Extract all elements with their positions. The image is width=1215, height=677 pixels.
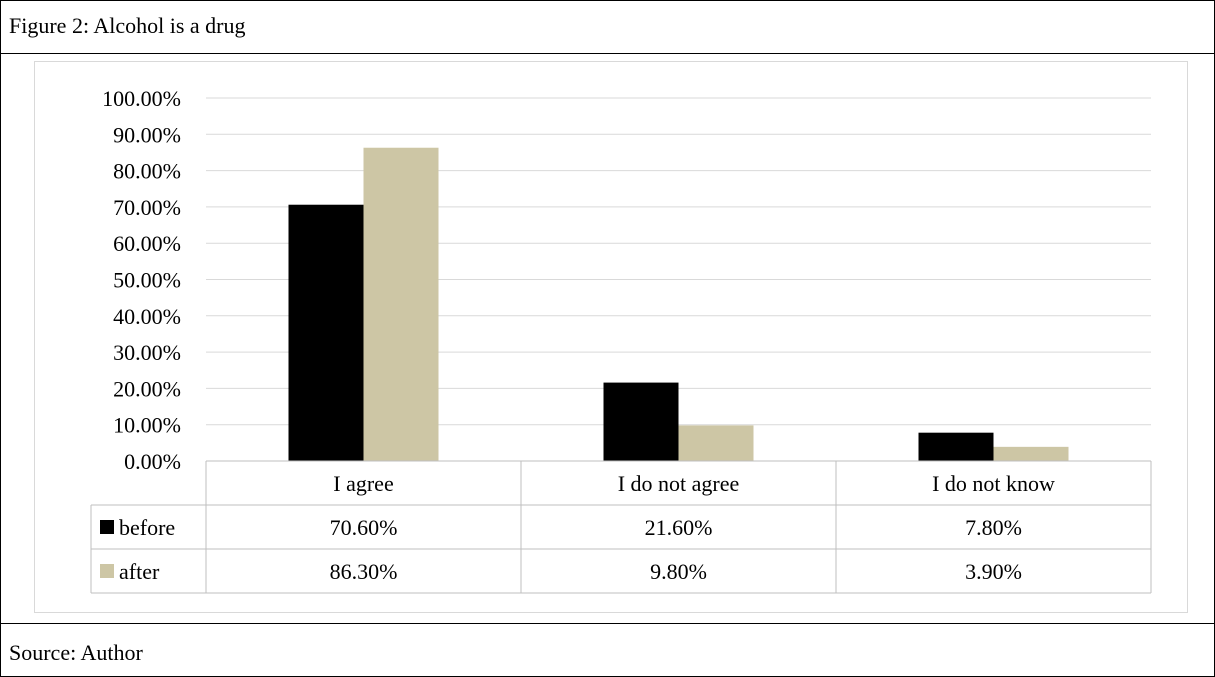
bar-after xyxy=(363,147,439,461)
bar-before xyxy=(603,382,679,461)
legend-key-before xyxy=(100,520,114,534)
y-tick-label: 50.00% xyxy=(113,268,181,293)
y-tick-label: 70.00% xyxy=(113,195,181,220)
data-label: 70.60% xyxy=(330,515,398,540)
category-label: I agree xyxy=(333,471,393,496)
bar-before xyxy=(288,204,364,462)
data-label: 7.80% xyxy=(965,515,1022,540)
y-tick-label: 20.00% xyxy=(113,376,181,401)
legend-key-after xyxy=(100,564,114,578)
chart-area xyxy=(34,61,1188,613)
figure-source: Source: Author xyxy=(9,640,143,665)
y-tick-label: 10.00% xyxy=(113,413,181,438)
legend-label: before xyxy=(119,515,175,540)
data-label: 21.60% xyxy=(645,515,713,540)
category-label: I do not agree xyxy=(618,471,740,496)
data-label: 86.30% xyxy=(330,559,398,584)
y-tick-label: 80.00% xyxy=(113,159,181,184)
data-table: I agree I do not agree I do not know before… xyxy=(90,460,1152,594)
chart-svg: 0.00% 10.00% 20.00% 30.00% 40.00% 50.00% 60.00… xyxy=(90,86,1152,594)
y-tick-label: 40.00% xyxy=(113,304,181,329)
bars xyxy=(288,147,1069,462)
y-tick-label: 30.00% xyxy=(113,340,181,365)
data-label: 3.90% xyxy=(965,559,1022,584)
bar-before xyxy=(918,432,994,461)
figure-source-row: Source: Author xyxy=(1,623,1214,677)
y-tick-label: 90.00% xyxy=(113,122,181,147)
bar-after xyxy=(678,425,754,461)
y-tick-label: 60.00% xyxy=(113,231,181,256)
y-tick-label: 0.00% xyxy=(124,449,181,474)
data-label: 9.80% xyxy=(650,559,707,584)
legend-label: after xyxy=(119,559,160,584)
y-axis-ticks: 0.00% 10.00% 20.00% 30.00% 40.00% 50.00% 60.00… xyxy=(102,86,181,474)
category-label: I do not know xyxy=(932,471,1055,496)
figure-title-row: Figure 2: Alcohol is a drug xyxy=(1,1,1214,54)
figure-title: Figure 2: Alcohol is a drug xyxy=(9,13,246,38)
y-tick-label: 100.00% xyxy=(102,86,181,111)
bar-after xyxy=(993,446,1069,461)
